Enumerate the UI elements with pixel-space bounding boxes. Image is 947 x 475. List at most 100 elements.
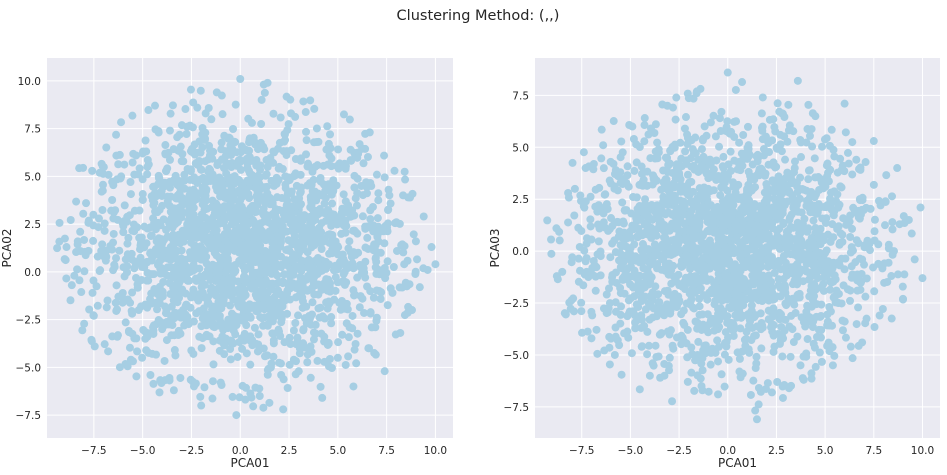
scatter-point [574,254,583,263]
scatter-point [156,221,165,230]
x-tick-label: 7.5 [378,445,395,457]
scatter-point [379,227,388,236]
scatter-point [247,156,256,165]
scatter-point [262,182,271,191]
scatter-point [244,166,253,175]
scatter-point [653,260,662,269]
scatter-point [747,280,756,289]
scatter-point [712,156,721,165]
scatter-point [640,114,649,123]
scatter-point [167,219,176,228]
scatter-point [608,277,617,286]
scatter-point [252,230,261,239]
scatter-point [748,264,757,273]
scatter-point [265,211,274,220]
scatter-point [199,235,208,244]
scatter-point [875,311,884,320]
scatter-point [639,242,648,251]
scatter-point [812,249,821,258]
scatter-point [900,270,909,279]
scatter-point [657,265,666,274]
scatter-point [246,313,255,322]
scatter-point [368,202,377,211]
scatter-point [197,210,206,219]
scatter-point [372,313,381,322]
scatter-point [82,199,91,208]
scatter-point [674,292,683,301]
scatter-point [322,145,331,154]
scatter-point [749,376,758,385]
scatter-point [633,232,642,241]
scatter-point [265,156,274,165]
scatter-point [314,280,323,289]
scatter-point [808,294,817,303]
scatter-point [153,208,162,217]
scatter-point [189,287,198,296]
scatter-point [626,272,635,281]
scatter-point [723,117,732,126]
scatter-point [811,112,820,121]
scatter-point [754,383,763,392]
scatter-point [235,158,244,167]
scatter-point [904,215,913,224]
scatter-point [146,231,155,240]
scatter-point [409,230,418,239]
scatter-point [289,326,298,335]
y-tick-label: 2.5 [512,194,529,206]
scatter-point [301,108,310,117]
scatter-point [210,305,219,314]
scatter-point [765,115,774,124]
scatter-point [337,300,346,309]
scatter-point [408,306,417,315]
scatter-point [240,305,249,314]
scatter-point [830,261,839,270]
scatter-point [184,320,193,329]
scatter-point [725,303,734,312]
scatter-point [161,141,170,150]
scatter-point [592,263,601,272]
scatter-point [164,148,173,157]
scatter-point [611,298,620,307]
scatter-point [720,382,729,391]
scatter-point [695,221,704,230]
scatter-point [823,159,832,168]
scatter-point [200,383,209,392]
scatter-point [579,148,588,157]
scatter-point [176,373,185,382]
x-tick-label: 5.0 [329,445,346,457]
scatter-point [832,286,841,295]
scatter-point [802,267,811,276]
scatter-point [353,153,362,162]
scatter-point [245,135,254,144]
scatter-point [893,270,902,279]
scatter-point [263,78,272,87]
scatter-point [643,350,652,359]
scatter-point [749,184,758,193]
point-cloud [543,78,916,415]
scatter-point [205,141,214,150]
scatter-point [239,224,248,233]
scatter-point [337,258,346,267]
scatter-point [783,181,792,190]
scatter-point [702,253,711,262]
scatter-point [120,160,129,169]
scatter-point [94,214,103,223]
scatter-point [319,161,328,170]
scatter-point [653,154,662,163]
points-layer [543,68,927,424]
scatter-point [710,253,719,262]
scatter-point [341,197,350,206]
scatter-point [268,198,277,207]
scatter-point [599,141,608,150]
scatter-point [843,148,852,157]
scatter-point [208,319,217,328]
scatter-point [681,147,690,156]
scatter-point [714,357,723,366]
scatter-point [187,238,196,247]
scatter-point [647,223,656,232]
scatter-point [597,154,606,163]
scatter-point [138,259,147,268]
scatter-point [797,153,806,162]
scatter-point [76,227,85,236]
scatter-point [296,170,305,179]
